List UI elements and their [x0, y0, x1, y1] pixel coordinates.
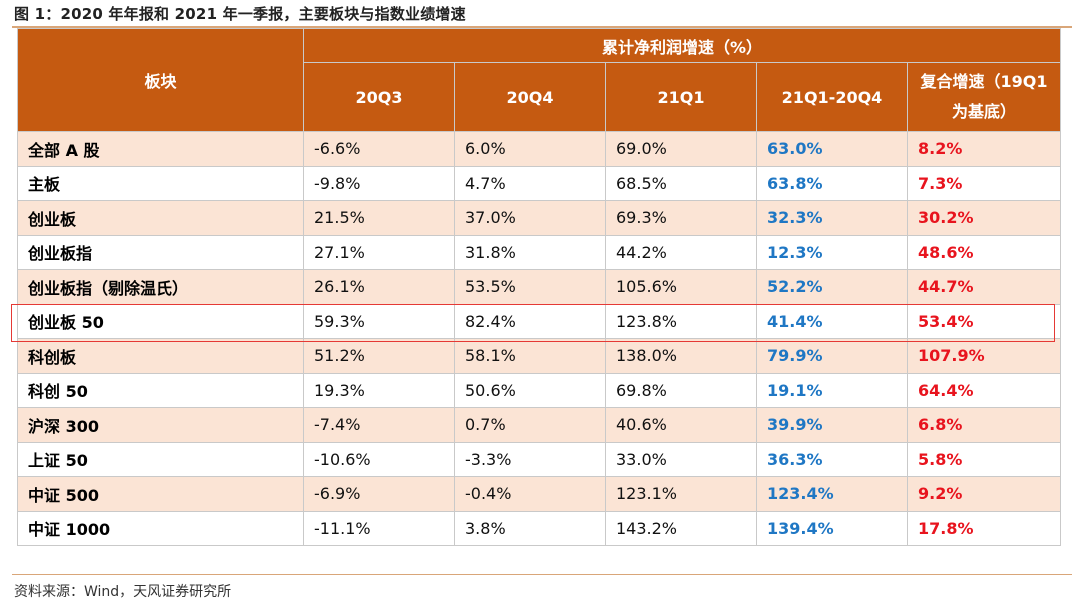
- row-name: 上证 50: [17, 441, 304, 477]
- header-sector: 板块: [17, 28, 304, 132]
- row-name: 科创板: [17, 338, 304, 374]
- cell-21q1-vs-20q4: 52.2%: [756, 269, 908, 305]
- cell-21q1: 143.2%: [605, 510, 757, 546]
- cell-21q1: 69.0%: [605, 131, 757, 167]
- table-row: 科创板 51.2% 58.1% 138.0% 79.9% 107.9%: [17, 338, 1062, 374]
- cell-20q3: 19.3%: [303, 372, 455, 408]
- cell-20q4: 6.0%: [454, 131, 606, 167]
- cell-20q3: 51.2%: [303, 338, 455, 374]
- row-name: 中证 1000: [17, 510, 304, 546]
- cell-compound-growth: 9.2%: [906, 476, 1062, 512]
- cell-21q1-vs-20q4: 19.1%: [756, 372, 908, 408]
- cell-20q3: 21.5%: [303, 200, 455, 236]
- cell-20q4: -3.3%: [454, 441, 606, 477]
- source-note: 资料来源：Wind，天风证券研究所: [14, 584, 232, 600]
- cell-20q4: 0.7%: [454, 407, 606, 443]
- table-row: 上证 50 -10.6% -3.3% 33.0% 36.3% 5.8%: [17, 441, 1062, 477]
- cell-21q1: 123.1%: [605, 476, 757, 512]
- cell-20q4: 31.8%: [454, 234, 606, 270]
- cell-21q1: 33.0%: [605, 441, 757, 477]
- cell-21q1-vs-20q4: 41.4%: [756, 303, 908, 339]
- cell-21q1: 44.2%: [605, 234, 757, 270]
- header-21q1-vs-20q4: 21Q1-20Q4: [756, 62, 908, 132]
- cell-21q1: 40.6%: [605, 407, 757, 443]
- earnings-growth-table: 板块 累计净利润增速（%） 20Q3 20Q4 21Q1 21Q1-20Q4 复…: [17, 28, 1062, 546]
- table-row: 中证 1000 -11.1% 3.8% 143.2% 139.4% 17.8%: [17, 510, 1062, 546]
- header-21q1: 21Q1: [605, 62, 757, 132]
- cell-20q3: 26.1%: [303, 269, 455, 305]
- header-group-net-profit-growth: 累计净利润增速（%）: [302, 28, 1062, 63]
- cell-compound-growth: 30.2%: [906, 200, 1062, 236]
- row-name: 沪深 300: [17, 407, 304, 443]
- cell-20q4: 37.0%: [454, 200, 606, 236]
- header-compound-line1: 复合增速（19Q1: [920, 72, 1048, 91]
- cell-21q1: 69.3%: [605, 200, 757, 236]
- cell-20q3: -7.4%: [303, 407, 455, 443]
- table-row: 科创 50 19.3% 50.6% 69.8% 19.1% 64.4%: [17, 372, 1062, 408]
- cell-20q4: 82.4%: [454, 303, 606, 339]
- cell-20q3: 27.1%: [303, 234, 455, 270]
- header-20q3: 20Q3: [303, 62, 455, 132]
- cell-20q4: 53.5%: [454, 269, 606, 305]
- cell-compound-growth: 17.8%: [906, 510, 1062, 546]
- cell-compound-growth: 107.9%: [906, 338, 1062, 374]
- header-compound-growth: 复合增速（19Q1 为基底）: [906, 62, 1062, 132]
- cell-20q3: -11.1%: [303, 510, 455, 546]
- header-20q4: 20Q4: [454, 62, 606, 132]
- table-row: 创业板指 27.1% 31.8% 44.2% 12.3% 48.6%: [17, 234, 1062, 270]
- table-row: 创业板 21.5% 37.0% 69.3% 32.3% 30.2%: [17, 200, 1062, 236]
- cell-20q4: 3.8%: [454, 510, 606, 546]
- cell-21q1: 138.0%: [605, 338, 757, 374]
- cell-compound-growth: 7.3%: [906, 165, 1062, 201]
- cell-21q1-vs-20q4: 139.4%: [756, 510, 908, 546]
- bottom-divider: [12, 574, 1072, 575]
- row-name: 创业板指（剔除温氏）: [17, 269, 304, 305]
- cell-compound-growth: 48.6%: [906, 234, 1062, 270]
- cell-21q1-vs-20q4: 123.4%: [756, 476, 908, 512]
- cell-compound-growth: 8.2%: [906, 131, 1062, 167]
- cell-20q3: -10.6%: [303, 441, 455, 477]
- cell-21q1-vs-20q4: 32.3%: [756, 200, 908, 236]
- row-name: 创业板: [17, 200, 304, 236]
- table-row: 创业板指（剔除温氏） 26.1% 53.5% 105.6% 52.2% 44.7%: [17, 269, 1062, 305]
- cell-20q3: -9.8%: [303, 165, 455, 201]
- table-row: 创业板 50 59.3% 82.4% 123.8% 41.4% 53.4%: [17, 303, 1062, 339]
- table-row: 沪深 300 -7.4% 0.7% 40.6% 39.9% 6.8%: [17, 407, 1062, 443]
- figure-title: 图 1：2020 年年报和 2021 年一季报，主要板块与指数业绩增速: [14, 5, 466, 23]
- cell-compound-growth: 44.7%: [906, 269, 1062, 305]
- cell-21q1-vs-20q4: 36.3%: [756, 441, 908, 477]
- cell-20q4: 58.1%: [454, 338, 606, 374]
- cell-compound-growth: 6.8%: [906, 407, 1062, 443]
- cell-20q4: 50.6%: [454, 372, 606, 408]
- cell-20q4: 4.7%: [454, 165, 606, 201]
- row-name: 全部 A 股: [17, 131, 304, 167]
- row-name: 主板: [17, 165, 304, 201]
- cell-21q1-vs-20q4: 63.0%: [756, 131, 908, 167]
- row-name: 中证 500: [17, 476, 304, 512]
- row-name: 科创 50: [17, 372, 304, 408]
- cell-21q1: 69.8%: [605, 372, 757, 408]
- top-divider: [12, 26, 1072, 28]
- cell-21q1-vs-20q4: 12.3%: [756, 234, 908, 270]
- cell-21q1: 123.8%: [605, 303, 757, 339]
- header-compound-line2: 为基底）: [952, 102, 1017, 121]
- cell-compound-growth: 64.4%: [906, 372, 1062, 408]
- row-name: 创业板 50: [17, 303, 304, 339]
- cell-20q3: -6.6%: [303, 131, 455, 167]
- cell-21q1-vs-20q4: 79.9%: [756, 338, 908, 374]
- table-row: 全部 A 股 -6.6% 6.0% 69.0% 63.0% 8.2%: [17, 131, 1062, 167]
- cell-20q3: -6.9%: [303, 476, 455, 512]
- table-row: 主板 -9.8% 4.7% 68.5% 63.8% 7.3%: [17, 165, 1062, 201]
- row-name: 创业板指: [17, 234, 304, 270]
- cell-21q1: 105.6%: [605, 269, 757, 305]
- cell-compound-growth: 5.8%: [906, 441, 1062, 477]
- cell-21q1-vs-20q4: 39.9%: [756, 407, 908, 443]
- cell-21q1: 68.5%: [605, 165, 757, 201]
- table-row: 中证 500 -6.9% -0.4% 123.1% 123.4% 9.2%: [17, 476, 1062, 512]
- cell-20q3: 59.3%: [303, 303, 455, 339]
- cell-20q4: -0.4%: [454, 476, 606, 512]
- cell-compound-growth: 53.4%: [906, 303, 1062, 339]
- cell-21q1-vs-20q4: 63.8%: [756, 165, 908, 201]
